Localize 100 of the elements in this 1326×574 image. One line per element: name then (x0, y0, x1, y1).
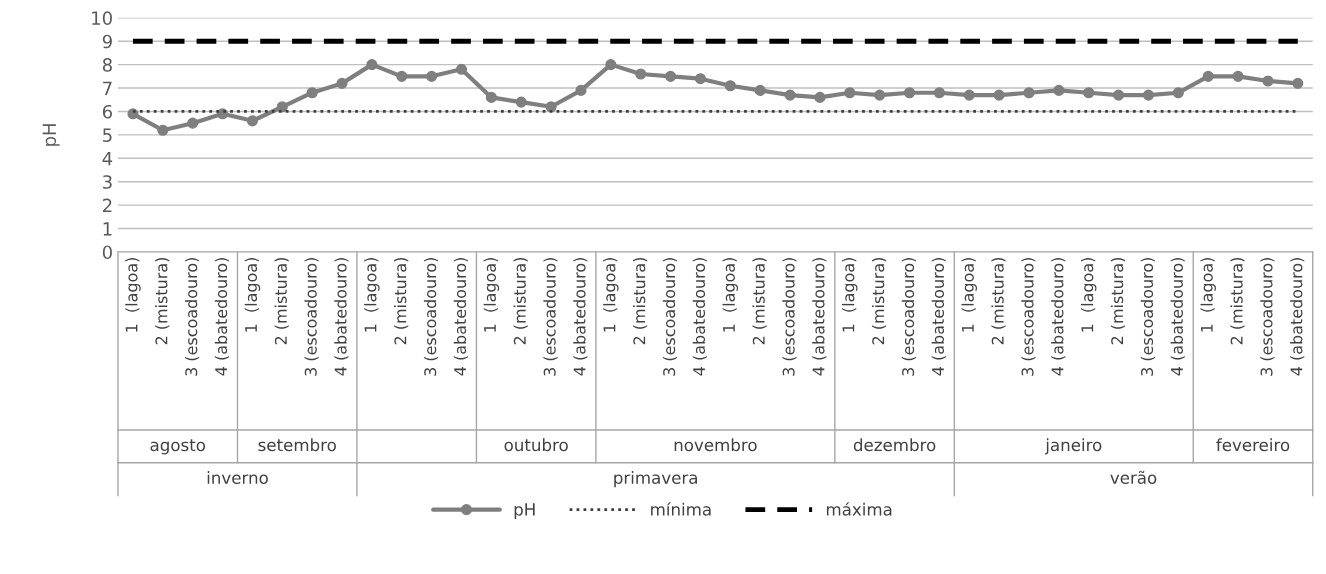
x-tick-label: 3 (escoadouro) (1260, 258, 1275, 376)
y-tick-label: 4 (102, 152, 113, 166)
x-tick-label: 2 (mistura) (871, 258, 887, 345)
legend-label: mínima (651, 502, 711, 516)
x-tick-label: 3 (escoadouro) (543, 258, 558, 376)
y-tick-label: 2 (102, 198, 112, 213)
point (724, 80, 736, 92)
point (426, 70, 438, 82)
x-tick-label: 2 (mistura) (274, 258, 289, 345)
point (1113, 89, 1125, 101)
x-tick-label: 1 (lagoa) (244, 258, 261, 332)
x-tick-label: 1 (lagoa) (603, 258, 619, 332)
text: janeiro (1045, 438, 1102, 455)
x-tick-label: 1 (lagoa) (125, 258, 141, 332)
point (396, 70, 408, 82)
x-tick-label: 3 (escoadouro) (662, 258, 678, 376)
point (306, 87, 318, 99)
x-tick-label: 1 (lagoa) (364, 258, 380, 332)
point (1202, 70, 1214, 82)
point (246, 115, 258, 127)
y-tick-label: 7 (103, 81, 112, 95)
x-tick-label: 3 (escoadouro) (184, 258, 200, 376)
point (187, 117, 199, 129)
point (665, 70, 677, 82)
legend-label: máxima (826, 502, 892, 516)
y-tick-label: 10 (92, 11, 112, 25)
x-tick-label: 1 (lagoa) (1081, 258, 1097, 332)
x-tick-label: 1 (lagoa) (1200, 258, 1216, 332)
text: novembro (674, 438, 757, 452)
point (933, 87, 945, 99)
point (1053, 84, 1065, 96)
point (515, 96, 527, 108)
y-axis-title: pH (42, 124, 60, 146)
x-tick-label: 4 (abatedouro) (692, 258, 707, 376)
point (874, 89, 886, 101)
x-tick-label: 3 (escoadouro) (782, 258, 797, 376)
x-tick-label: 4 (abatedouro) (573, 258, 588, 376)
x-tick-label: 3 (escoadouro) (901, 258, 917, 376)
point (903, 87, 916, 99)
x-tick-label: 4 (abatedouro) (1290, 258, 1305, 376)
point (784, 89, 796, 101)
point (1262, 75, 1274, 87)
x-tick-label: 3 (escoadouro) (423, 258, 439, 376)
x-tick-label: 2 (mistura) (394, 258, 409, 345)
point (844, 87, 856, 99)
y-tick-label: 0 (102, 245, 112, 260)
x-tick-label: 4 (abatedouro) (1170, 258, 1185, 376)
x-tick-label: 4 (abatedouro) (453, 258, 469, 376)
y-tick-label: 1 (103, 222, 112, 236)
point (485, 91, 497, 103)
x-tick-label: 1 (lagoa) (842, 258, 858, 332)
point (1292, 77, 1304, 89)
text: outubro (504, 438, 568, 452)
point (814, 91, 826, 103)
x-tick-label: 2 (mistura) (513, 258, 528, 345)
x-tick-label: 3 (escoadouro) (304, 258, 319, 376)
x-tick-label: 3 (escoadouro) (1021, 258, 1036, 376)
point (336, 77, 348, 89)
x-tick-label: 2 (mistura) (1110, 258, 1126, 345)
x-tick-label: 1 (lagoa) (961, 258, 977, 332)
point (754, 84, 766, 96)
x-tick-label: 1 (lagoa) (722, 258, 739, 332)
x-tick-label: 2 (mistura) (991, 258, 1006, 345)
x-tick-label: 2 (mistura) (632, 258, 648, 345)
x-tick-label: 2 (mistura) (1230, 258, 1245, 345)
text: agosto (150, 439, 206, 455)
point (1232, 70, 1244, 82)
x-tick-label: 4 (abatedouro) (812, 258, 827, 376)
point (605, 59, 617, 71)
legend-label: pH (514, 503, 535, 519)
text: primavera (614, 471, 697, 488)
point (575, 84, 587, 96)
point (157, 124, 169, 136)
y-tick-label: 3 (103, 175, 112, 189)
point (276, 101, 288, 113)
point (963, 89, 975, 101)
x-tick-label: 2 (mistura) (752, 258, 767, 345)
x-tick-label: 4 (abatedouro) (931, 258, 946, 376)
text: fevereiro (1216, 438, 1290, 452)
y-tick-label: 6 (102, 104, 113, 119)
text: setembro (258, 438, 336, 452)
x-tick-label: 4 (abatedouro) (1051, 258, 1066, 376)
x-tick-label: 1 (lagoa) (483, 258, 500, 332)
text: verão (1110, 470, 1157, 484)
point (455, 63, 468, 75)
y-tick-label: 9 (102, 34, 112, 49)
x-tick-label: 4 (abatedouro) (334, 258, 349, 376)
point (1083, 87, 1095, 99)
point (993, 89, 1005, 101)
point (366, 59, 378, 71)
x-tick-label: 3 (escoadouro) (1140, 258, 1155, 376)
x-tick-label: 2 (mistura) (155, 258, 170, 345)
y-tick-label: 8 (102, 58, 112, 72)
point (1023, 87, 1035, 99)
point (635, 68, 647, 80)
point (545, 101, 557, 113)
point (1142, 89, 1155, 101)
text: dezembro (853, 438, 936, 452)
point (1172, 87, 1184, 99)
text: inverno (207, 471, 268, 484)
